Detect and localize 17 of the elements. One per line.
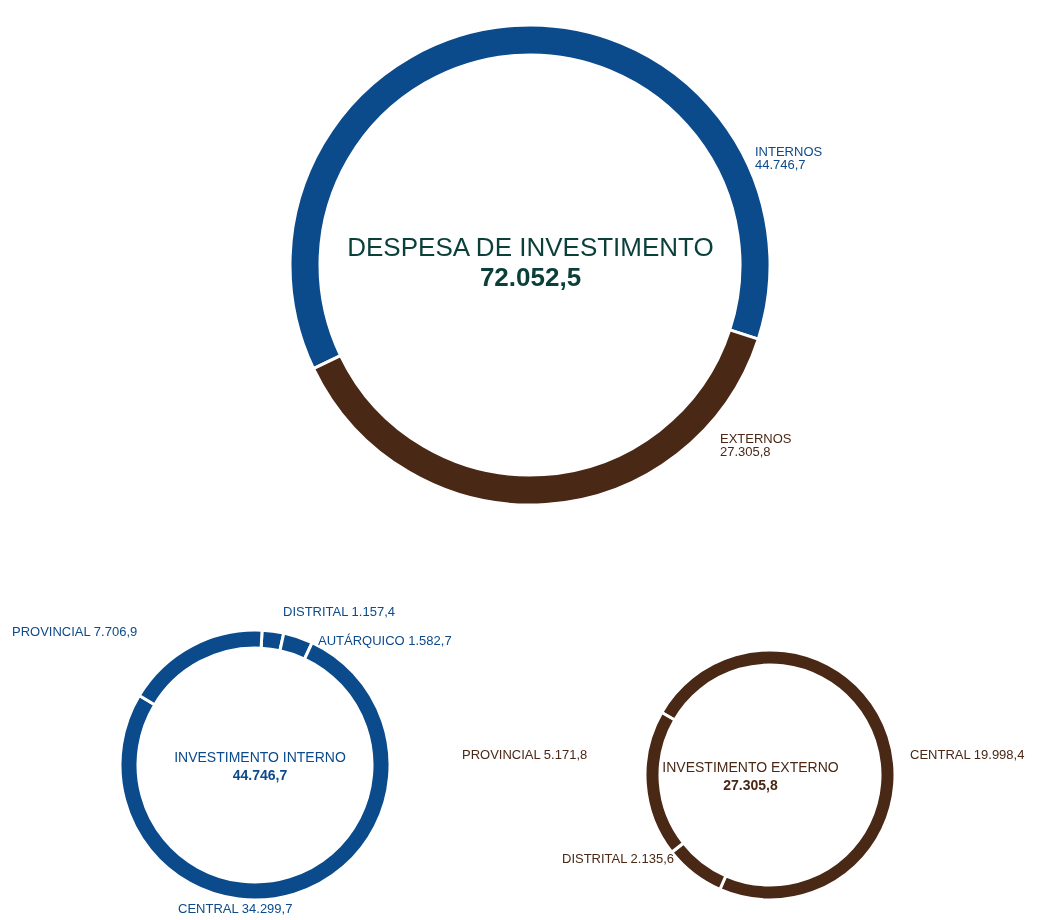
data-label: 44.746,7 [755,157,806,172]
slice-label: PROVINCIAL 5.171,8 [462,747,588,762]
slice-label: PROVINCIAL 7.706,9 [12,624,138,639]
slice-label: EXTERNOS [720,431,792,446]
slice-label: DISTRITAL 1.157,4 [283,604,395,619]
slice-label: DISTRITAL 2.135,6 [562,851,674,866]
slice-label: AUTÁRQUICO 1.582,7 [318,633,452,648]
text: INVESTIMENTO EXTERNO [662,759,839,776]
slice-label: INTERNOS [755,144,823,159]
text: DESPESA DE INVESTIMENTO [347,231,714,262]
text: 72.052,5 [479,261,582,292]
slice-label: CENTRAL 19.998,4 [910,747,1025,762]
text: 44.746,7 [232,767,288,784]
slice-label: CENTRAL 34.299,7 [178,901,293,916]
text: 27.305,8 [723,777,778,794]
data-label: 27.305,8 [720,444,771,459]
text: INVESTIMENTO INTERNO [174,749,346,766]
